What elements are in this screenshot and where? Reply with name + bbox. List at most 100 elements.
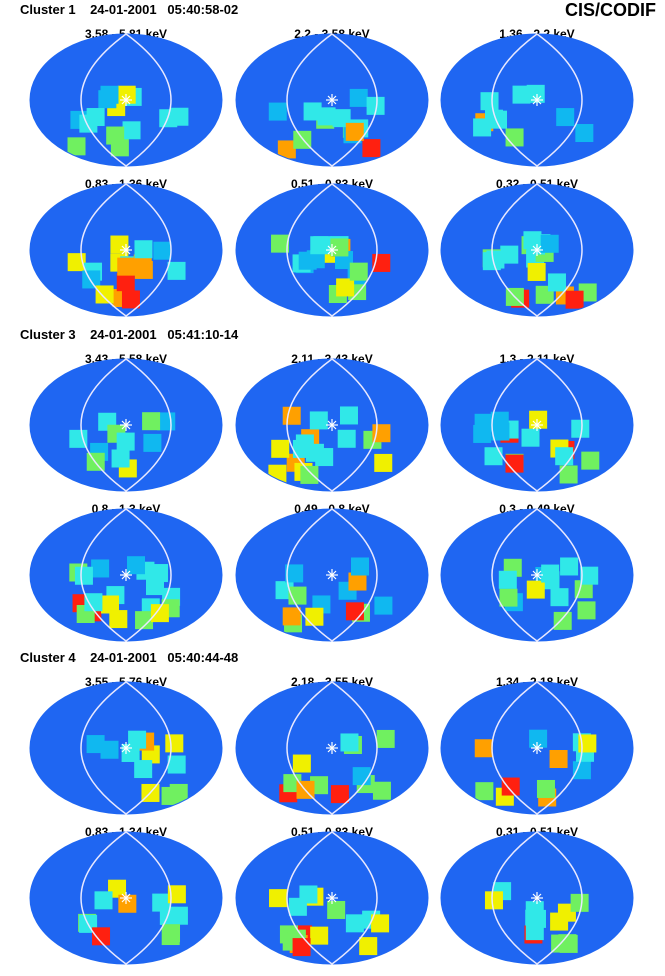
flux-patch [146, 577, 164, 595]
flux-patch [578, 601, 596, 619]
flux-patch [550, 750, 568, 768]
flux-patch [117, 273, 135, 291]
flux-patch [502, 778, 520, 796]
group-title: Cluster 3 24-01-2001 05:41:10-14 [20, 327, 239, 342]
flux-patch [165, 734, 183, 752]
flux-patch [271, 440, 289, 458]
flux-patch [537, 780, 555, 798]
flux-patch [101, 741, 119, 759]
flux-patch [122, 290, 140, 308]
flux-patch [485, 891, 503, 909]
flux-patch [346, 914, 364, 932]
group-title: Cluster 4 24-01-2001 05:40:44-48 [20, 650, 238, 665]
flux-patch [106, 127, 124, 145]
flux-patch [327, 901, 345, 919]
flux-patch [513, 86, 531, 104]
flux-patch [134, 760, 152, 778]
flux-patch [350, 89, 368, 107]
flux-patch [117, 258, 135, 276]
flux-patch [548, 273, 566, 291]
flux-patch [340, 733, 358, 751]
flux-patch [485, 447, 503, 465]
flux-patch [555, 447, 573, 465]
flux-patch [351, 557, 369, 575]
group-title: Cluster 1 24-01-2001 05:40:58-02 [20, 2, 238, 17]
flux-patch [168, 262, 186, 280]
flux-patch [289, 898, 307, 916]
flux-patch [143, 434, 161, 452]
flux-patch [283, 407, 301, 425]
flux-patch [152, 894, 170, 912]
flux-patch [374, 597, 392, 615]
flux-patch [87, 108, 105, 126]
flux-patch [560, 557, 578, 575]
flux-patch [523, 231, 541, 249]
flux-patch [359, 937, 377, 955]
flux-patch [268, 465, 286, 483]
flux-patch [109, 610, 127, 628]
flux-patch [310, 236, 328, 254]
flux-patch [346, 602, 364, 620]
flux-patch [101, 86, 119, 104]
flux-patch [527, 581, 545, 599]
flux-patch [123, 121, 141, 139]
flux-patch [526, 922, 544, 940]
flux-patch [566, 291, 584, 309]
flux-patch [556, 108, 574, 126]
flux-patch [75, 567, 93, 585]
flux-patch [310, 411, 328, 429]
flux-patch [305, 608, 323, 626]
flux-patch [336, 278, 354, 296]
flux-patch [330, 238, 348, 256]
flux-patch [350, 263, 368, 281]
flux-patch [506, 128, 524, 146]
flux-patch [293, 755, 311, 773]
flux-patch [581, 452, 599, 470]
flux-patch [499, 589, 517, 607]
flux-patch [550, 588, 568, 606]
flux-patch [153, 242, 171, 260]
instrument-label: CIS/CODIF [565, 0, 656, 20]
flux-patch [521, 429, 539, 447]
flux-patch [475, 739, 493, 757]
flux-patch [112, 449, 130, 467]
flux-patch [362, 139, 380, 157]
flux-patch [304, 102, 322, 120]
flux-patch [573, 761, 591, 779]
flux-patch [269, 889, 287, 907]
flux-patch [300, 466, 318, 484]
flux-patch [96, 285, 114, 303]
flux-patch [296, 434, 314, 452]
flux-patch [293, 938, 311, 956]
flux-patch [128, 731, 146, 749]
flux-patch [571, 894, 589, 912]
flux-patch [575, 124, 593, 142]
flux-patch [338, 430, 356, 448]
flux-patch [374, 454, 392, 472]
flux-patch [526, 901, 544, 919]
flux-patch [377, 730, 395, 748]
flux-patch [481, 92, 499, 110]
flux-patch [170, 907, 188, 925]
flux-patch [373, 782, 391, 800]
flux-patch [541, 565, 559, 583]
flux-patch [541, 235, 559, 253]
flux-patch [91, 559, 109, 577]
flux-patch [269, 103, 287, 121]
flux-patch [162, 924, 180, 942]
flux-patch [340, 406, 358, 424]
flux-patch [475, 782, 493, 800]
flux-patch [134, 240, 152, 258]
figure: CIS/CODIF Cluster 1 24-01-2001 05:40:58-… [0, 0, 665, 976]
flux-patch [529, 730, 547, 748]
flux-patch [68, 137, 86, 155]
flux-patch [580, 567, 598, 585]
flux-patch [117, 433, 135, 451]
flux-patch [142, 412, 160, 430]
flux-patch [162, 787, 180, 805]
flux-patch [331, 785, 349, 803]
flux-patch [528, 263, 546, 281]
flux-patch [95, 891, 113, 909]
flux-patch [473, 425, 491, 443]
flux-patch [554, 612, 572, 630]
